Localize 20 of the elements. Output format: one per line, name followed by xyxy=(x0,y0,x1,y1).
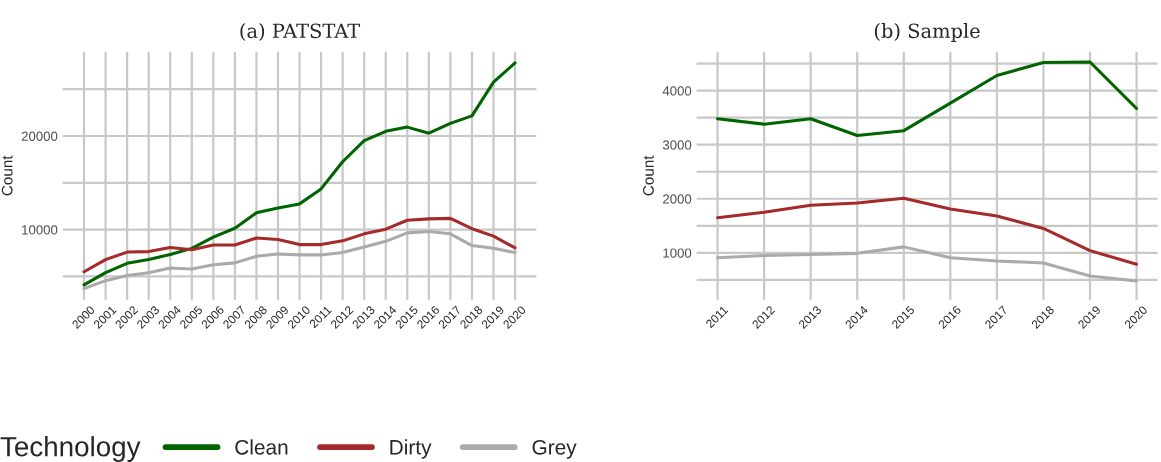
legend-label: Dirty xyxy=(390,439,432,459)
line-series xyxy=(82,229,517,291)
y-tick-label: 20000 xyxy=(21,131,58,141)
legend-label: Grey xyxy=(532,439,577,459)
line-series xyxy=(716,60,1139,138)
y-tick-label: 1000 xyxy=(663,248,692,258)
chart-title: (b) Sample xyxy=(874,23,980,42)
legend-label: Clean xyxy=(235,439,288,455)
y-tick-label: 3000 xyxy=(662,140,692,150)
line-series xyxy=(716,196,1139,266)
y-tick-label: 10000 xyxy=(22,225,58,235)
chart-title: (a) PATSTAT xyxy=(240,23,361,41)
y-tick-label: 4000 xyxy=(662,86,692,96)
y-axis-title: Count xyxy=(1,155,13,196)
line-series xyxy=(82,216,517,274)
line-series xyxy=(716,245,1139,283)
legend-title: Technology xyxy=(0,436,141,462)
y-tick-label: 2000 xyxy=(663,194,692,204)
y-axis-title: Count xyxy=(643,155,654,196)
line-series xyxy=(82,61,517,287)
